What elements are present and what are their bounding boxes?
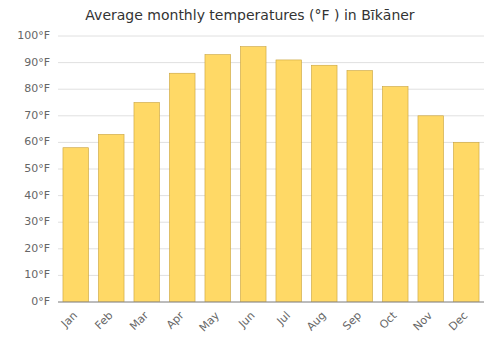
bar	[276, 60, 302, 302]
y-tick-label: 20°F	[24, 242, 50, 255]
x-tick-label: Dec	[446, 309, 470, 333]
grid	[58, 36, 484, 302]
grid-line	[58, 302, 484, 303]
chart: 0°F 10°F 20°F 30°F 40°F 50°F 60°F 70°F 80°F 90°F 1…	[0, 0, 500, 350]
x-tick-label: Aug	[304, 309, 328, 333]
grid-line	[58, 89, 484, 90]
x-tick-label: Nov	[411, 309, 436, 334]
bar	[169, 73, 195, 302]
bars	[63, 47, 479, 302]
y-tick-label: 10°F	[24, 268, 50, 281]
grid-line	[58, 62, 484, 63]
title: Average monthly temperatures (°F ) in Bī…	[85, 7, 415, 23]
bar	[134, 103, 160, 303]
bar	[382, 87, 408, 302]
x-tick-label: May	[197, 309, 223, 335]
bar	[311, 65, 337, 302]
y-tick-label: 90°F	[24, 56, 50, 69]
y-tick-label: 0°F	[31, 295, 50, 308]
y-tick-label: 40°F	[24, 189, 50, 202]
x-tick-label: Jan	[58, 309, 80, 331]
bar	[347, 71, 373, 302]
y-tick-label: 70°F	[24, 109, 50, 122]
x-tick-label: Jul	[274, 309, 293, 328]
grid-line	[58, 36, 484, 37]
chart-container: 0°F 10°F 20°F 30°F 40°F 50°F 60°F 70°F 80°F 90°F 1…	[0, 0, 500, 350]
y-tick-label: 30°F	[24, 215, 50, 228]
y-tick-label: 80°F	[24, 82, 50, 95]
y-tick-label: 60°F	[24, 135, 50, 148]
x-tick-label: Sep	[340, 309, 364, 333]
bar	[418, 116, 444, 302]
y-tick-label: 100°F	[17, 29, 50, 42]
x-tick-label: Jun	[235, 309, 257, 331]
bar	[63, 148, 89, 302]
x-tick-label: Apr	[164, 309, 187, 332]
x-tick-label: Feb	[93, 309, 116, 332]
x-tick-label: Mar	[127, 309, 151, 333]
x-axis-line	[58, 302, 484, 303]
y-tick-label: 50°F	[24, 162, 50, 175]
bar	[205, 55, 231, 302]
bar	[453, 142, 479, 302]
x-tick-label: Oct	[377, 309, 400, 332]
bar	[98, 134, 124, 302]
bar	[240, 47, 266, 302]
